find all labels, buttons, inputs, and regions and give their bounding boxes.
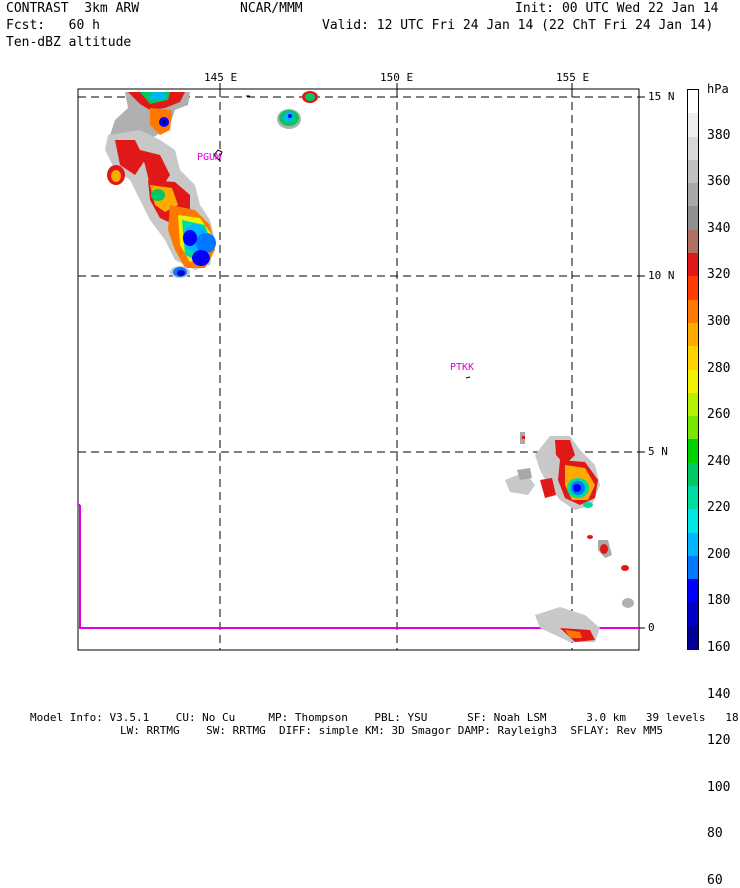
lon-label-155e: 155 E (556, 71, 590, 84)
legend-color-cell (688, 159, 698, 184)
legend-label: 160 (707, 640, 731, 655)
station-label-pgum: PGUM (197, 152, 222, 163)
echo-cluster-southeast (505, 432, 634, 642)
header-forecast-hour: Fcst: 60 h (6, 18, 100, 33)
domain-boundary (79, 505, 639, 629)
legend-color-cell (688, 462, 698, 487)
legend-label: 120 (707, 733, 731, 749)
legend-label: 260 (707, 407, 731, 423)
legend-color-cell (688, 113, 698, 138)
legend-color-cell (688, 555, 698, 580)
legend-color-cell (688, 485, 698, 510)
legend-color-cell (688, 416, 698, 441)
lat-label-15n: 15 N (648, 90, 675, 103)
legend-color-cell (688, 439, 698, 464)
legend-color-cell (688, 229, 698, 254)
legend-label: 320 (707, 267, 731, 283)
legend-color-cell (688, 579, 698, 604)
header-valid-time: Valid: 12 UTC Fri 24 Jan 14 (22 ChT Fri … (322, 18, 714, 33)
lat-label-5n: 5 N (648, 445, 668, 458)
footer-physics-info: LW: RRTMG SW: RRTMG DIFF: simple KM: 3D … (120, 724, 664, 737)
legend-unit: hPa (707, 82, 729, 96)
legend-label: 220 (707, 500, 731, 516)
footer-model-info: Model Info: V3.5.1 CU: No Cu MP: Thompso… (30, 711, 740, 724)
legend-label: 360 (707, 174, 731, 190)
header-field-name: Ten-dBZ altitude (6, 35, 132, 50)
guam-coastline (213, 149, 223, 161)
lon-label-150e: 150 E (380, 71, 414, 84)
legend-label: 140 (707, 686, 731, 702)
legend-label: 80 (707, 826, 723, 842)
legend-color-cell (688, 602, 698, 627)
legend-color-cell (688, 90, 698, 114)
legend-color-cell (688, 625, 698, 650)
legend-label: 180 (707, 593, 731, 609)
header-organization: NCAR/MMM (240, 1, 303, 16)
legend-color-cell (688, 136, 698, 161)
lat-label-0: 0 (648, 621, 655, 634)
lon-label-145e: 145 E (204, 71, 238, 84)
legend-color-cell (688, 322, 698, 347)
legend-label: 340 (707, 220, 731, 236)
legend-label: 380 (707, 127, 731, 143)
echo-cluster-northwest (105, 92, 216, 278)
lat-label-10n: 10 N (648, 269, 675, 282)
legend-color-cell (688, 206, 698, 231)
legend-colorbar (687, 89, 699, 650)
header-title: CONTRAST 3km ARW (6, 1, 140, 16)
legend-label: 240 (707, 453, 731, 469)
legend-color-cell (688, 532, 698, 557)
chuuk-coastline (465, 376, 471, 379)
station-label-ptkk: PTKK (450, 362, 475, 373)
legend-label: 100 (707, 779, 731, 795)
legend-label: 300 (707, 313, 731, 329)
map-frame (77, 88, 640, 651)
legend-label: 200 (707, 546, 731, 562)
legend-label: 280 (707, 360, 731, 376)
echo-cluster-north-center (277, 91, 318, 129)
legend-color-cell (688, 276, 698, 301)
legend-color-cell (688, 346, 698, 371)
legend-color-cell (688, 369, 698, 394)
legend-color-cell (688, 392, 698, 417)
header-init-time: Init: 00 UTC Wed 22 Jan 14 (515, 1, 719, 16)
legend-label: 60 (707, 872, 723, 888)
legend-color-cell (688, 509, 698, 534)
legend-color-cell (688, 183, 698, 208)
legend-color-cell (688, 253, 698, 278)
legend-color-cell (688, 299, 698, 324)
map-plot (77, 83, 645, 651)
